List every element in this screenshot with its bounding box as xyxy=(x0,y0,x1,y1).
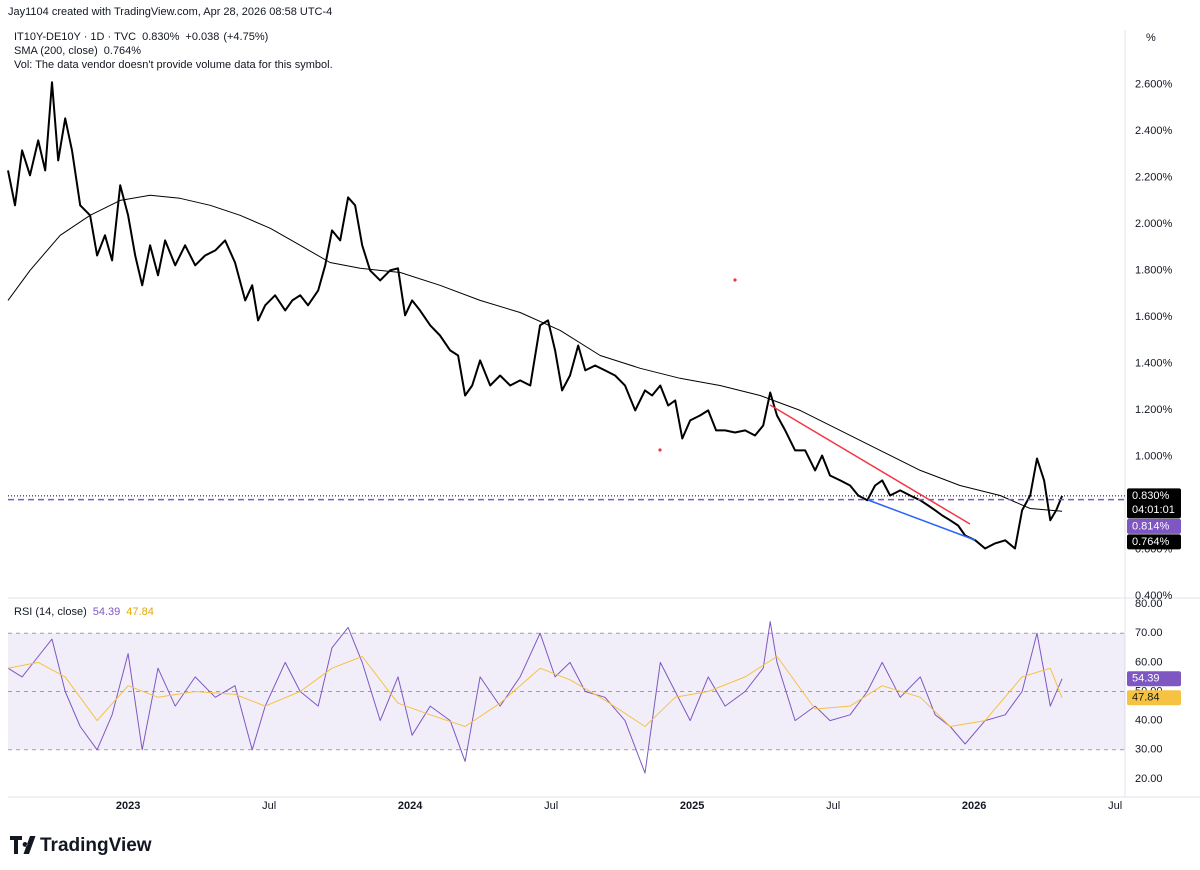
volume-note: Vol: The data vendor doesn't provide vol… xyxy=(14,59,333,71)
y-tick-label: 20.00 xyxy=(1135,773,1163,785)
marker-dot xyxy=(658,448,662,452)
sma-value: 0.764% xyxy=(104,45,142,57)
price-tag-label: 0.764% xyxy=(1132,536,1170,548)
series-line xyxy=(7,621,1063,774)
y-tick-label: 2.000% xyxy=(1135,218,1173,230)
sma-name: SMA (200, close) xyxy=(14,45,98,57)
price-tag xyxy=(1127,488,1181,519)
y-tick-label: 1.400% xyxy=(1135,357,1173,369)
y-tick-label: 0.400% xyxy=(1135,590,1173,602)
y-tick-label: 30.00 xyxy=(1135,744,1163,756)
value-tag-label: 54.39 xyxy=(1132,673,1160,685)
y-tick-label: 2.600% xyxy=(1135,78,1173,90)
y-tick-label: 80.00 xyxy=(1135,598,1163,610)
x-tick-label: Jul xyxy=(262,800,276,812)
rsi-title: RSI (14, close) xyxy=(14,606,87,618)
marker-dot xyxy=(733,278,737,282)
countdown: 04:01:01 xyxy=(1132,504,1175,516)
x-tick-label: 2023 xyxy=(116,800,140,812)
change-percent: (+4.75%) xyxy=(223,31,268,43)
logo-icon xyxy=(10,836,36,854)
price-tag-label: 0.814% xyxy=(1132,520,1170,532)
value-tag-label: 47.84 xyxy=(1132,692,1160,704)
x-tick-label: Jul xyxy=(544,800,558,812)
y-tick-label: 1.600% xyxy=(1135,311,1173,323)
rsi-band xyxy=(8,633,1125,750)
rsi-legend: RSI (14, close) 54.39 47.84 xyxy=(14,606,154,618)
value-tag xyxy=(1127,671,1181,687)
price-tag xyxy=(1127,534,1181,550)
y-tick-label: 1.800% xyxy=(1135,264,1173,276)
series-line xyxy=(7,656,1063,727)
symbol-legend: IT10Y-DE10Y · 1D · TVC 0.830% +0.038 (+4.75… xyxy=(14,31,268,43)
x-tick-label: 2026 xyxy=(962,800,986,812)
sma-legend: SMA (200, close) 0.764% xyxy=(14,45,141,57)
value-tag xyxy=(1127,690,1181,706)
x-tick-label: Jul xyxy=(826,800,840,812)
symbol: IT10Y-DE10Y · 1D · TVC xyxy=(14,31,136,43)
last-price: 0.830% xyxy=(142,31,180,43)
series-line xyxy=(7,194,1063,512)
y-tick-label: 1.000% xyxy=(1135,450,1173,462)
trend-line-red xyxy=(769,404,971,525)
x-tick-label: Jul xyxy=(1108,800,1122,812)
rsi-ma-value: 47.84 xyxy=(126,606,154,618)
y-tick-label: 60.00 xyxy=(1135,656,1163,668)
y-tick-label: 70.00 xyxy=(1135,627,1163,639)
y-tick-label: 2.200% xyxy=(1135,171,1173,183)
logo-text: TradingView xyxy=(40,835,152,856)
attribution: Jay1104 created with TradingView.com, Ap… xyxy=(8,6,332,18)
y-tick-label: 1.200% xyxy=(1135,404,1173,416)
unit-label: % xyxy=(1146,32,1156,44)
y-tick-label: 2.400% xyxy=(1135,125,1173,137)
rsi-value: 54.39 xyxy=(93,606,121,618)
price-tag-label: 0.830% xyxy=(1132,490,1170,502)
trend-line-blue xyxy=(867,499,976,541)
price-tag xyxy=(1127,518,1181,534)
x-tick-label: 2024 xyxy=(398,800,423,812)
x-tick-label: 2025 xyxy=(680,800,704,812)
change: +0.038 xyxy=(185,31,219,43)
y-tick-label: 40.00 xyxy=(1135,715,1163,727)
plot-layer: 0.400%0.600%0.800%1.000%1.200%1.400%1.60… xyxy=(7,78,1173,812)
